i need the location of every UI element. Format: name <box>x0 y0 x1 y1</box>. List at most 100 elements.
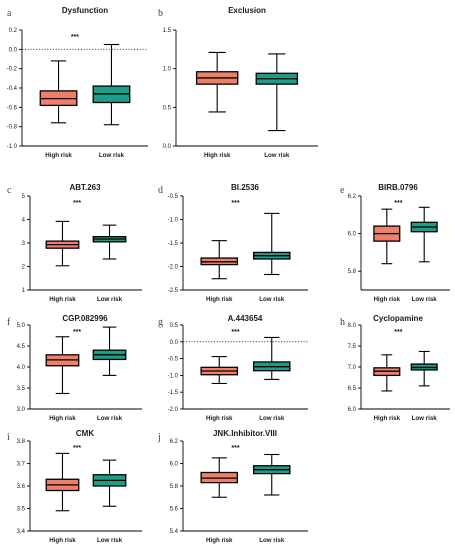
category-label: High risk <box>206 415 233 422</box>
chart-title: CGP.082996 <box>62 314 108 323</box>
y-tick-label: 3.4 <box>17 529 26 535</box>
chart-title: CMK <box>76 429 94 438</box>
y-tick-label: 5.8 <box>348 269 357 275</box>
box-high-risk <box>373 208 401 265</box>
panel-j: j JNK.Inhibitor.VIII 5.4 5.6 5.8 6.0 6.2 High r… <box>157 429 308 544</box>
y-tick-label: 6.0 <box>170 462 179 468</box>
box-low-risk <box>92 326 127 376</box>
y-tick-label: 2 <box>22 265 26 271</box>
box-low-risk <box>252 212 291 276</box>
significance-label: *** <box>231 445 239 452</box>
y-tick-label: -0.5 <box>168 357 179 363</box>
significance-label: *** <box>73 445 81 452</box>
y-tick-label: 3 <box>22 241 26 247</box>
box-high-risk <box>45 220 80 267</box>
panel-d: d BI.2536 -2.5 -2.0 -1.5 -1.0 -0.5 High risk Low… <box>158 183 308 303</box>
chart-title: ABT.263 <box>69 183 101 192</box>
y-tick-label: 6.2 <box>348 194 357 200</box>
y-tick-label: 4.0 <box>17 365 26 371</box>
chart-title: JNK.Inhibitor.VIII <box>213 429 277 438</box>
panel-c: c ABT.263 1 2 3 4 5 High risk Low risk *** <box>7 183 142 303</box>
panel-letter: b <box>158 8 163 19</box>
box-high-risk <box>200 457 239 498</box>
y-tick-label: 0.0 <box>9 47 18 53</box>
category-label: High risk <box>206 537 233 544</box>
y-tick-label: -0.5 <box>168 194 179 200</box>
y-tick-label: 0.0 <box>163 144 172 150</box>
chart-title: Dysfunction <box>62 6 108 15</box>
y-tick-label: 5 <box>22 194 26 200</box>
y-tick-label: -1.5 <box>168 241 179 247</box>
y-tick-label: 1 <box>22 288 26 294</box>
significance-label: *** <box>394 329 402 336</box>
category-label: Low risk <box>259 537 285 544</box>
category-label: High risk <box>49 415 76 422</box>
y-tick-label: 6.0 <box>348 407 357 413</box>
box-high-risk <box>45 336 80 395</box>
y-tick-label: 7.0 <box>348 365 357 371</box>
y-tick-label: -2.5 <box>168 288 179 294</box>
category-label: High risk <box>45 152 72 159</box>
y-tick-label: -2.0 <box>168 265 179 271</box>
panel-i: i CMK 3.4 3.5 3.6 3.7 3.8 High risk Low risk *** <box>7 429 142 544</box>
panel-letter: f <box>7 317 11 328</box>
box-low-risk <box>410 206 438 263</box>
box-low-risk <box>92 459 127 507</box>
y-tick-label: 3.8 <box>17 439 26 445</box>
panel-letter: i <box>7 432 10 443</box>
y-tick-label: 4 <box>22 218 26 224</box>
panel-letter: a <box>7 8 12 19</box>
box-high-risk <box>200 356 239 385</box>
box-low-risk <box>252 453 291 496</box>
panel-f: f CGP.082996 3.0 3.5 4.0 4.5 5.0 High risk Low r… <box>7 314 142 422</box>
category-label: High risk <box>49 296 76 303</box>
y-tick-label: -1.0 <box>7 144 18 150</box>
y-tick-label: 4.5 <box>17 344 26 350</box>
chart-title: BI.2536 <box>231 183 260 192</box>
y-tick-label: -0.8 <box>7 125 18 131</box>
category-label: High risk <box>206 296 233 303</box>
y-tick-label: 6.2 <box>170 439 179 445</box>
significance-label: *** <box>231 329 239 336</box>
box-high-risk <box>45 452 80 512</box>
box-high-risk <box>39 60 78 124</box>
box-low-risk <box>92 43 131 126</box>
y-tick-label: -1.0 <box>168 373 179 379</box>
significance-label: *** <box>73 200 81 207</box>
category-label: Low risk <box>97 296 123 303</box>
box-high-risk <box>373 354 401 392</box>
box-high-risk <box>195 51 239 113</box>
y-tick-label: 7.5 <box>348 344 357 350</box>
category-label: High risk <box>374 296 401 303</box>
category-label: High risk <box>204 152 231 159</box>
y-tick-label: -2.0 <box>168 407 179 413</box>
y-tick-label: -1.0 <box>168 218 179 224</box>
category-label: Low risk <box>412 415 438 422</box>
significance-label: *** <box>231 200 239 207</box>
panel-letter: g <box>158 317 163 328</box>
y-tick-label: 0.5 <box>170 323 179 329</box>
significance-label: *** <box>394 200 402 207</box>
y-tick-label: 0.2 <box>9 28 18 34</box>
box-low-risk <box>252 336 291 380</box>
category-label: Low risk <box>264 152 290 159</box>
box-high-risk <box>200 240 239 280</box>
y-tick-label: 3.5 <box>17 507 26 513</box>
y-tick-label: 0.0 <box>170 340 179 346</box>
y-tick-label: 3.7 <box>17 462 26 468</box>
category-label: Low risk <box>259 296 285 303</box>
category-label: Low risk <box>259 415 285 422</box>
panel-letter: d <box>158 185 163 196</box>
y-tick-label: 5.6 <box>170 507 179 513</box>
box-low-risk <box>92 224 127 260</box>
y-tick-label: 5.8 <box>170 484 179 490</box>
y-tick-label: 3.0 <box>17 407 26 413</box>
y-tick-label: 5.4 <box>170 529 179 535</box>
category-label: High risk <box>374 415 401 422</box>
y-tick-label: 6.0 <box>348 232 357 238</box>
chart-title: BIRB.0796 <box>378 183 418 192</box>
significance-label: *** <box>71 34 79 41</box>
y-tick-label: -0.4 <box>7 86 18 92</box>
panel-letter: e <box>340 185 345 196</box>
